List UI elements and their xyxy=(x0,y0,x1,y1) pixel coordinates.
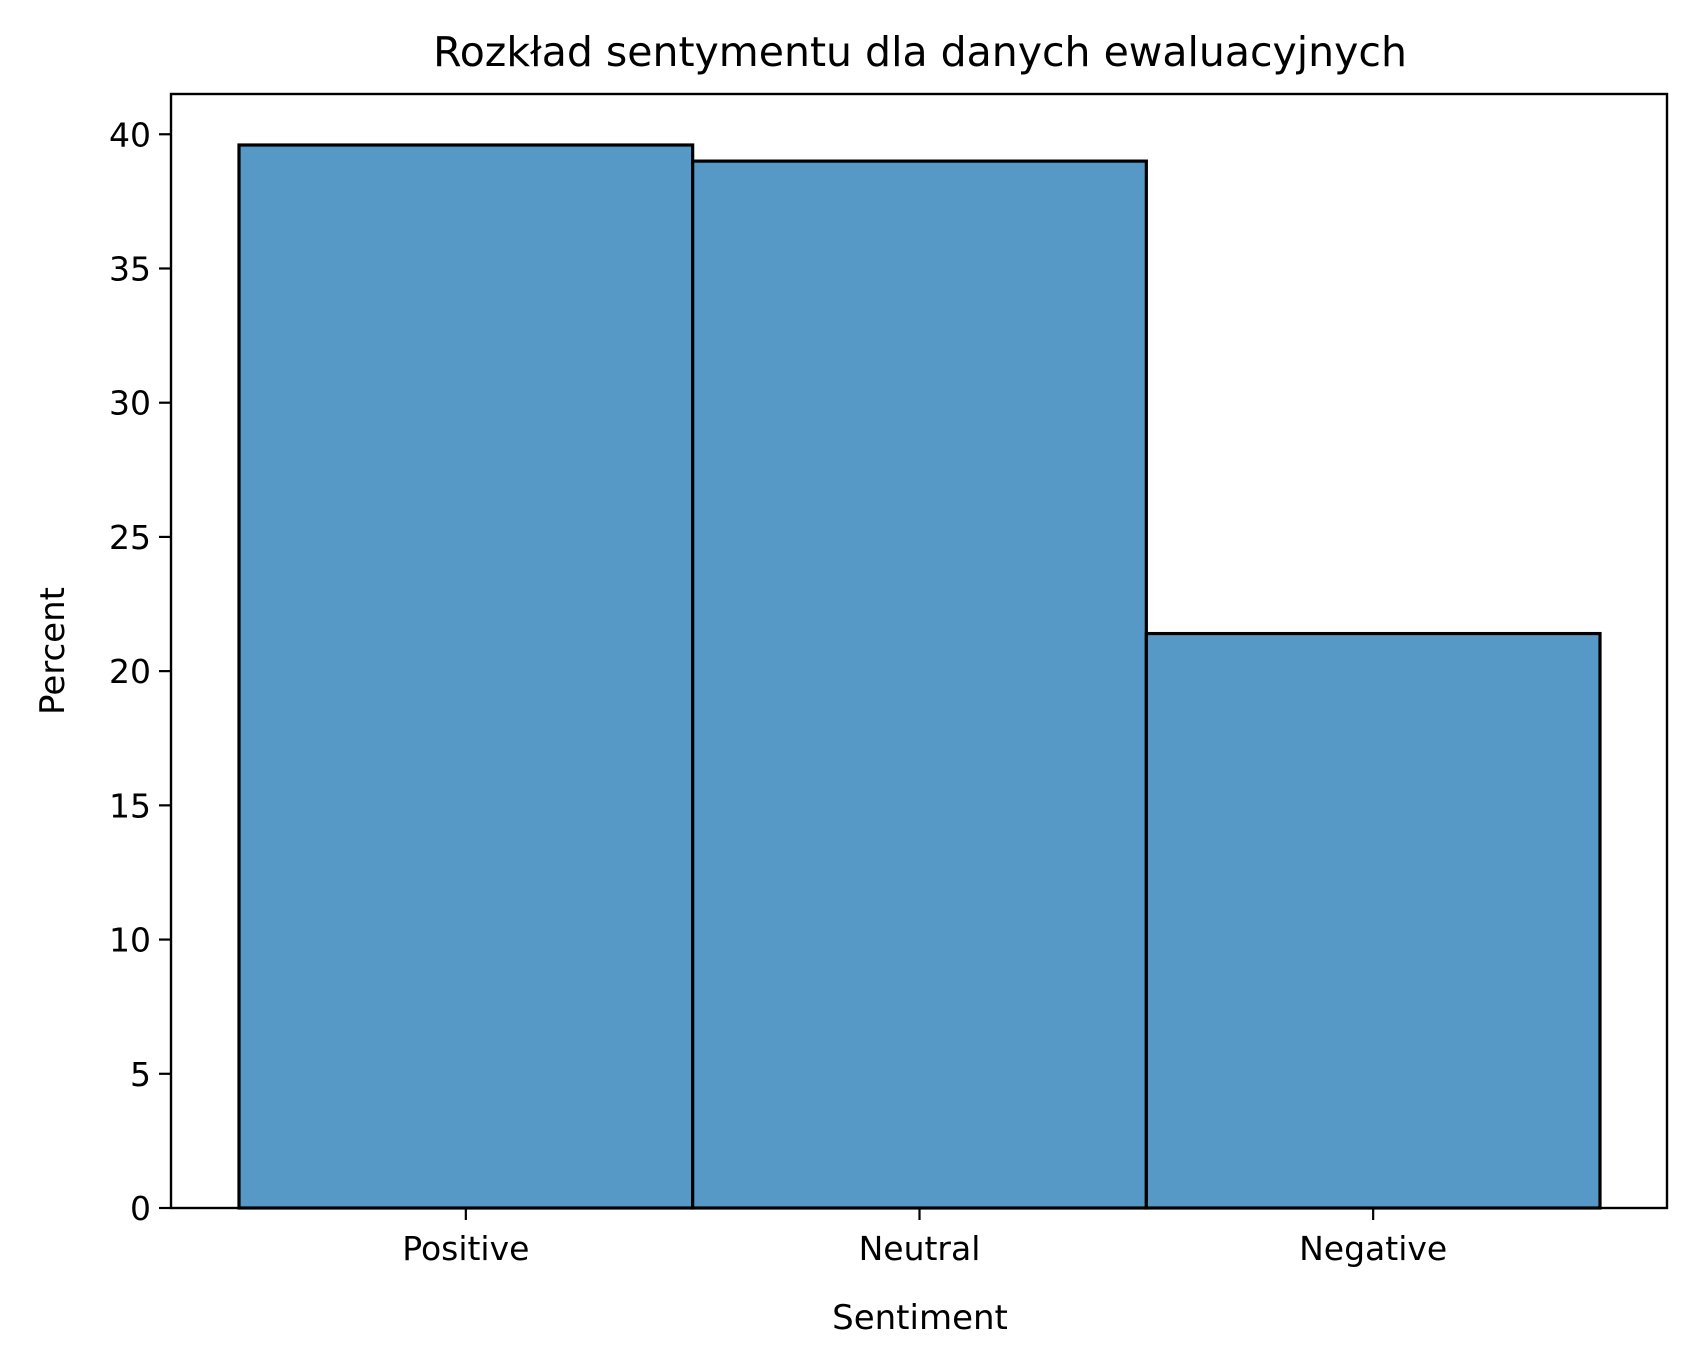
bars-layer xyxy=(237,143,1602,1210)
x-tick-label: Negative xyxy=(1299,1229,1447,1268)
bar-neutral xyxy=(691,159,1148,1210)
y-tick-label: 40 xyxy=(109,115,151,154)
x-axis-label: Sentiment xyxy=(832,1298,1008,1338)
y-axis-ticks: 0 5 10 15 20 25 30 35 40 xyxy=(109,115,171,1228)
y-tick-label: 10 xyxy=(109,921,151,960)
bar-negative xyxy=(1144,631,1602,1210)
y-tick-label: 0 xyxy=(130,1189,151,1228)
plot-frame xyxy=(169,92,1669,1210)
y-tick-label: 15 xyxy=(109,786,151,825)
x-axis-ticks: Positive Neutral Negative xyxy=(402,1208,1447,1268)
y-tick-label: 5 xyxy=(130,1055,151,1094)
chart-title: Rozkład sentymentu dla danych ewaluacyjn… xyxy=(433,28,1407,76)
x-tick-label: Neutral xyxy=(859,1229,981,1268)
x-tick-label: Positive xyxy=(402,1229,529,1268)
y-tick-label: 35 xyxy=(109,249,151,288)
y-tick-label: 30 xyxy=(109,384,151,423)
y-tick-label: 25 xyxy=(109,518,151,557)
bar-positive xyxy=(237,143,695,1210)
y-axis-label: Percent xyxy=(33,587,73,715)
y-tick-label: 20 xyxy=(109,652,151,691)
